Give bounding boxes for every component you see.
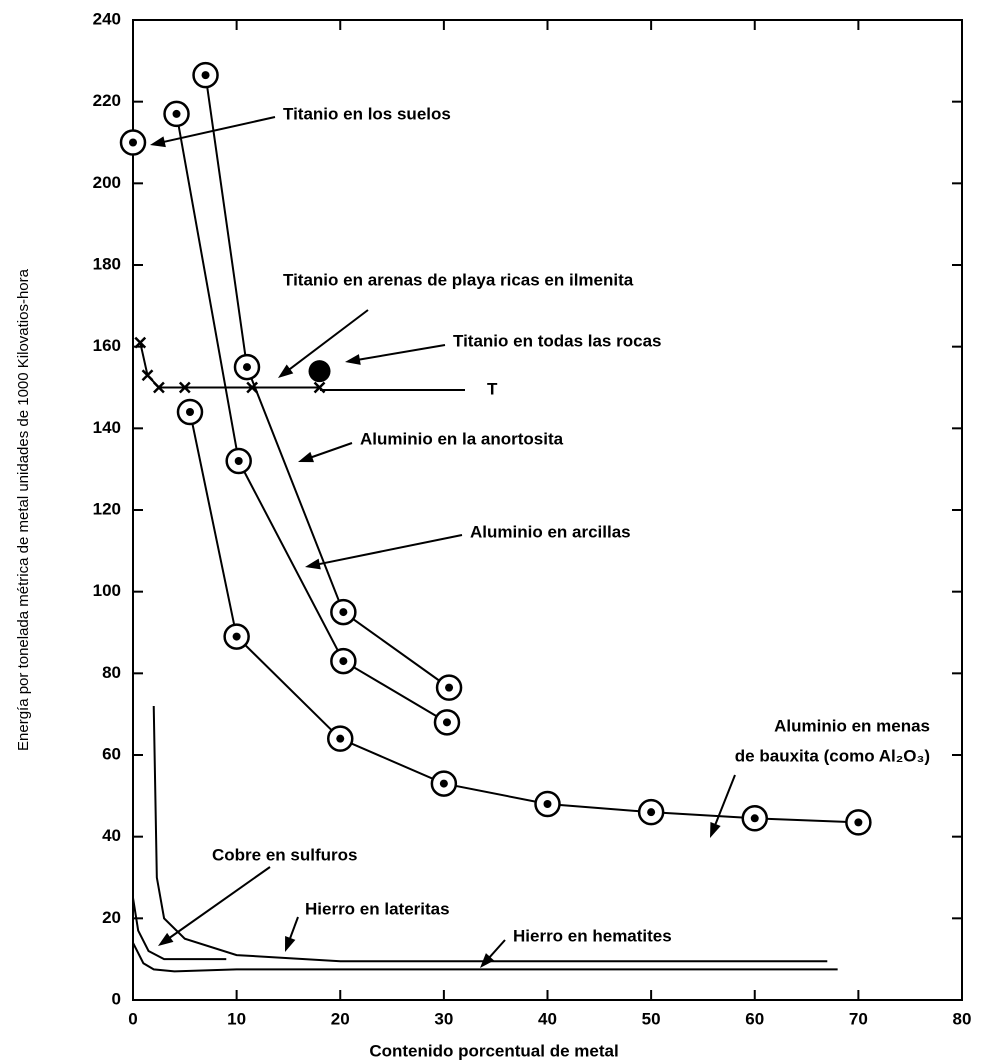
arrow-head xyxy=(158,932,174,946)
y-tick-label: 40 xyxy=(102,826,121,845)
arrow-shaft xyxy=(713,774,736,827)
annotation: Aluminio en arcillas xyxy=(470,522,631,541)
marker xyxy=(134,336,147,349)
marker-center xyxy=(339,657,348,666)
marker-center xyxy=(242,363,251,372)
marker-center xyxy=(750,814,759,823)
annotation: Titanio en los suelos xyxy=(283,104,451,123)
x-tick-label: 50 xyxy=(642,1009,661,1028)
arrow-shaft xyxy=(287,309,369,372)
arrow-shaft xyxy=(357,344,446,361)
annotation: T xyxy=(487,379,498,398)
x-tick-label: 80 xyxy=(953,1009,972,1028)
y-tick-label: 0 xyxy=(112,989,121,1008)
y-axis-label: Energía por tonelada métrica de metal un… xyxy=(15,268,32,751)
x-tick-label: 40 xyxy=(538,1009,557,1028)
annotation: Aluminio en menas xyxy=(774,716,930,735)
y-tick-label: 80 xyxy=(102,663,121,682)
arrow-head xyxy=(285,936,296,952)
arrow-shaft xyxy=(167,866,271,940)
arrow-head xyxy=(278,364,294,378)
curve xyxy=(139,342,320,389)
x-tick-label: 60 xyxy=(745,1009,764,1028)
arrow-head xyxy=(710,822,721,838)
marker-center xyxy=(129,138,137,147)
marker xyxy=(141,369,154,382)
marker-center xyxy=(445,683,454,692)
annotation: Titanio en todas las rocas xyxy=(453,331,661,350)
marker-center xyxy=(185,408,194,416)
y-tick-label: 240 xyxy=(93,9,121,28)
marker-center xyxy=(439,779,448,788)
annotation: Aluminio en la anortosita xyxy=(360,429,564,448)
y-tick-label: 20 xyxy=(102,908,121,927)
curve xyxy=(152,705,828,963)
arrow-head xyxy=(298,451,314,463)
x-tick-label: 20 xyxy=(331,1009,350,1028)
annotation: Hierro en hematites xyxy=(513,926,672,945)
marker-center xyxy=(854,818,863,827)
curve xyxy=(189,411,859,824)
x-tick-label: 30 xyxy=(434,1009,453,1028)
arrow-shaft xyxy=(317,534,463,566)
marker-center xyxy=(336,734,345,743)
y-tick-label: 140 xyxy=(93,418,121,437)
y-tick-label: 160 xyxy=(93,336,121,355)
y-tick-label: 180 xyxy=(93,254,121,273)
arrow-head xyxy=(305,558,321,570)
arrow-shaft xyxy=(162,116,276,144)
marker-center xyxy=(201,71,210,80)
x-tick-label: 70 xyxy=(849,1009,868,1028)
arrow-shaft xyxy=(487,939,506,960)
marker xyxy=(308,360,331,383)
marker-center xyxy=(234,457,243,465)
marker-center xyxy=(339,608,348,617)
y-tick-label: 120 xyxy=(93,499,121,518)
marker xyxy=(178,381,191,394)
arrow-head xyxy=(480,953,495,968)
y-tick-label: 60 xyxy=(102,744,121,763)
x-tick-label: 10 xyxy=(227,1009,246,1028)
y-tick-label: 100 xyxy=(93,581,121,600)
marker-center xyxy=(442,718,451,727)
marker-center xyxy=(543,800,552,808)
arrow-shaft xyxy=(309,442,353,459)
marker-center xyxy=(232,632,241,641)
curve xyxy=(204,74,450,689)
arrow-head xyxy=(150,136,166,148)
marker-center xyxy=(172,109,181,118)
marker xyxy=(246,381,259,394)
annotation: Hierro en lateritas xyxy=(305,899,450,918)
annotation: Cobre en sulfuros xyxy=(212,845,357,864)
x-axis-label: Contenido porcentual de metal xyxy=(369,1041,618,1060)
annotation: de bauxita (como Al₂O₃) xyxy=(735,746,930,765)
y-tick-label: 200 xyxy=(93,173,121,192)
arrow-head xyxy=(345,354,361,365)
curve xyxy=(132,897,227,961)
arrow-shaft xyxy=(288,916,299,941)
x-tick-label: 0 xyxy=(128,1009,137,1028)
curve xyxy=(132,942,838,973)
marker-center xyxy=(647,808,656,817)
marker xyxy=(153,381,165,394)
curve xyxy=(175,113,448,724)
y-tick-label: 220 xyxy=(93,91,121,110)
annotation: Titanio en arenas de playa ricas en ilme… xyxy=(283,270,634,289)
